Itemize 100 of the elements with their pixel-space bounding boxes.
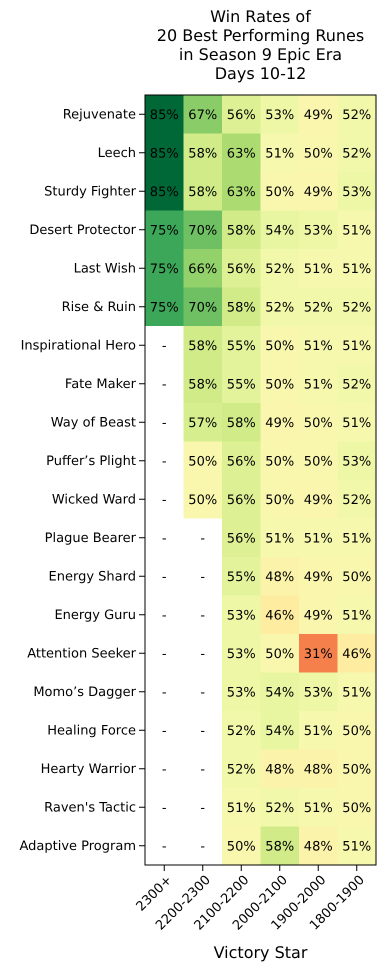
data-label: 51% [265, 146, 294, 162]
data-label: 49% [304, 492, 333, 508]
y-tick-label: Rise & Ruin [62, 300, 136, 315]
text: - [162, 724, 167, 739]
data-label: 52% [265, 300, 294, 316]
data-label: 63% [226, 184, 256, 200]
data-label: 51% [304, 262, 333, 277]
data-label: 75% [150, 262, 179, 277]
data-label: 58% [226, 300, 256, 316]
data-label: 50% [342, 762, 372, 778]
data-label: 52% [304, 300, 333, 316]
text: - [162, 338, 167, 354]
data-label: 50% [265, 377, 294, 392]
data-label: 49% [304, 184, 333, 200]
data-label: 48% [265, 570, 294, 585]
text: - [162, 608, 167, 624]
y-tick-label: Wicked Ward [52, 492, 136, 508]
data-label: 58% [226, 223, 256, 238]
text: - [162, 570, 167, 585]
text: - [200, 724, 206, 739]
data-label: 50% [304, 454, 333, 470]
data-label: 54% [265, 724, 294, 739]
data-label: 50% [265, 492, 294, 508]
data-label: 48% [304, 762, 333, 778]
text: - [200, 685, 206, 700]
data-label: 56% [226, 492, 256, 508]
y-tick-label: Sturdy Fighter [44, 184, 137, 200]
data-label: 58% [265, 839, 294, 854]
data-label: 51% [226, 800, 256, 816]
data-label: 85% [150, 146, 179, 162]
data-label: 52% [265, 800, 294, 816]
data-label: 58% [188, 377, 218, 392]
data-label: 52% [342, 108, 372, 123]
data-label: 85% [150, 184, 179, 200]
x-axis-title: Victory Star [214, 943, 308, 962]
data-label: 50% [188, 454, 218, 470]
text: - [200, 839, 206, 854]
data-label: 49% [304, 108, 333, 123]
data-label: 46% [342, 646, 372, 662]
y-tick-label: Adaptive Program [19, 838, 136, 854]
data-label: 54% [265, 223, 294, 238]
data-label: 52% [342, 300, 372, 316]
data-label: 85% [150, 108, 179, 123]
data-label: 49% [304, 570, 333, 585]
data-label: 51% [342, 338, 372, 354]
y-tick-label: Rejuvenate [62, 107, 136, 122]
text: - [200, 646, 206, 662]
data-label: 58% [188, 146, 218, 162]
text: - [162, 839, 167, 854]
data-label: 31% [304, 646, 333, 662]
y-tick-label: Way of Beast [50, 415, 136, 430]
data-label: 51% [304, 531, 333, 546]
text: - [200, 608, 206, 624]
data-label: 51% [342, 685, 372, 700]
data-label: 70% [188, 300, 218, 316]
data-label: 54% [265, 685, 294, 700]
data-label: 51% [304, 800, 333, 816]
text: - [162, 531, 167, 546]
data-label: 51% [342, 839, 372, 854]
data-label: 70% [188, 223, 218, 238]
data-label: 55% [226, 570, 256, 585]
data-label: 46% [265, 608, 294, 624]
data-label: 50% [342, 570, 372, 585]
chart-title: Win Rates of 20 Best Performing Runes in Season 9 Epic Era Days 10-12 [156, 7, 364, 83]
data-label: 53% [304, 685, 333, 700]
data-label: 52% [342, 146, 372, 162]
data-label: 55% [226, 338, 256, 354]
y-tick-label: Leech [98, 146, 136, 161]
data-label: 50% [304, 416, 333, 431]
data-label: 53% [342, 454, 372, 470]
y-tick-label: Fate Maker [64, 376, 137, 392]
y-tick-label: Hearty Warrior [40, 762, 137, 777]
text: - [162, 762, 167, 778]
text: - [162, 454, 167, 470]
y-tick-label: Last Wish [74, 261, 136, 276]
data-label: 53% [226, 608, 256, 624]
data-label: 50% [265, 338, 294, 354]
data-label: 53% [265, 108, 294, 123]
data-label: 52% [342, 377, 372, 392]
data-label: 53% [342, 184, 372, 200]
data-label: 50% [188, 492, 218, 508]
data-label: 66% [188, 262, 218, 277]
y-tick-label: Momo’s Dagger [33, 684, 137, 700]
data-label: 52% [265, 262, 294, 277]
data-label: 51% [342, 262, 372, 277]
data-label: 51% [342, 531, 372, 546]
y-tick-label: Plague Bearer [44, 530, 137, 546]
data-label: 50% [304, 146, 333, 162]
data-label: 51% [265, 531, 294, 546]
data-label: 75% [150, 300, 179, 316]
text: - [162, 800, 167, 816]
data-label: 51% [342, 608, 372, 624]
text: - [162, 416, 167, 431]
data-label: 53% [304, 223, 333, 238]
text: - [162, 377, 167, 392]
data-label: 50% [226, 839, 256, 854]
text: - [200, 800, 206, 816]
data-label: 56% [226, 531, 256, 546]
text: - [162, 646, 167, 662]
data-label: 50% [342, 800, 372, 816]
